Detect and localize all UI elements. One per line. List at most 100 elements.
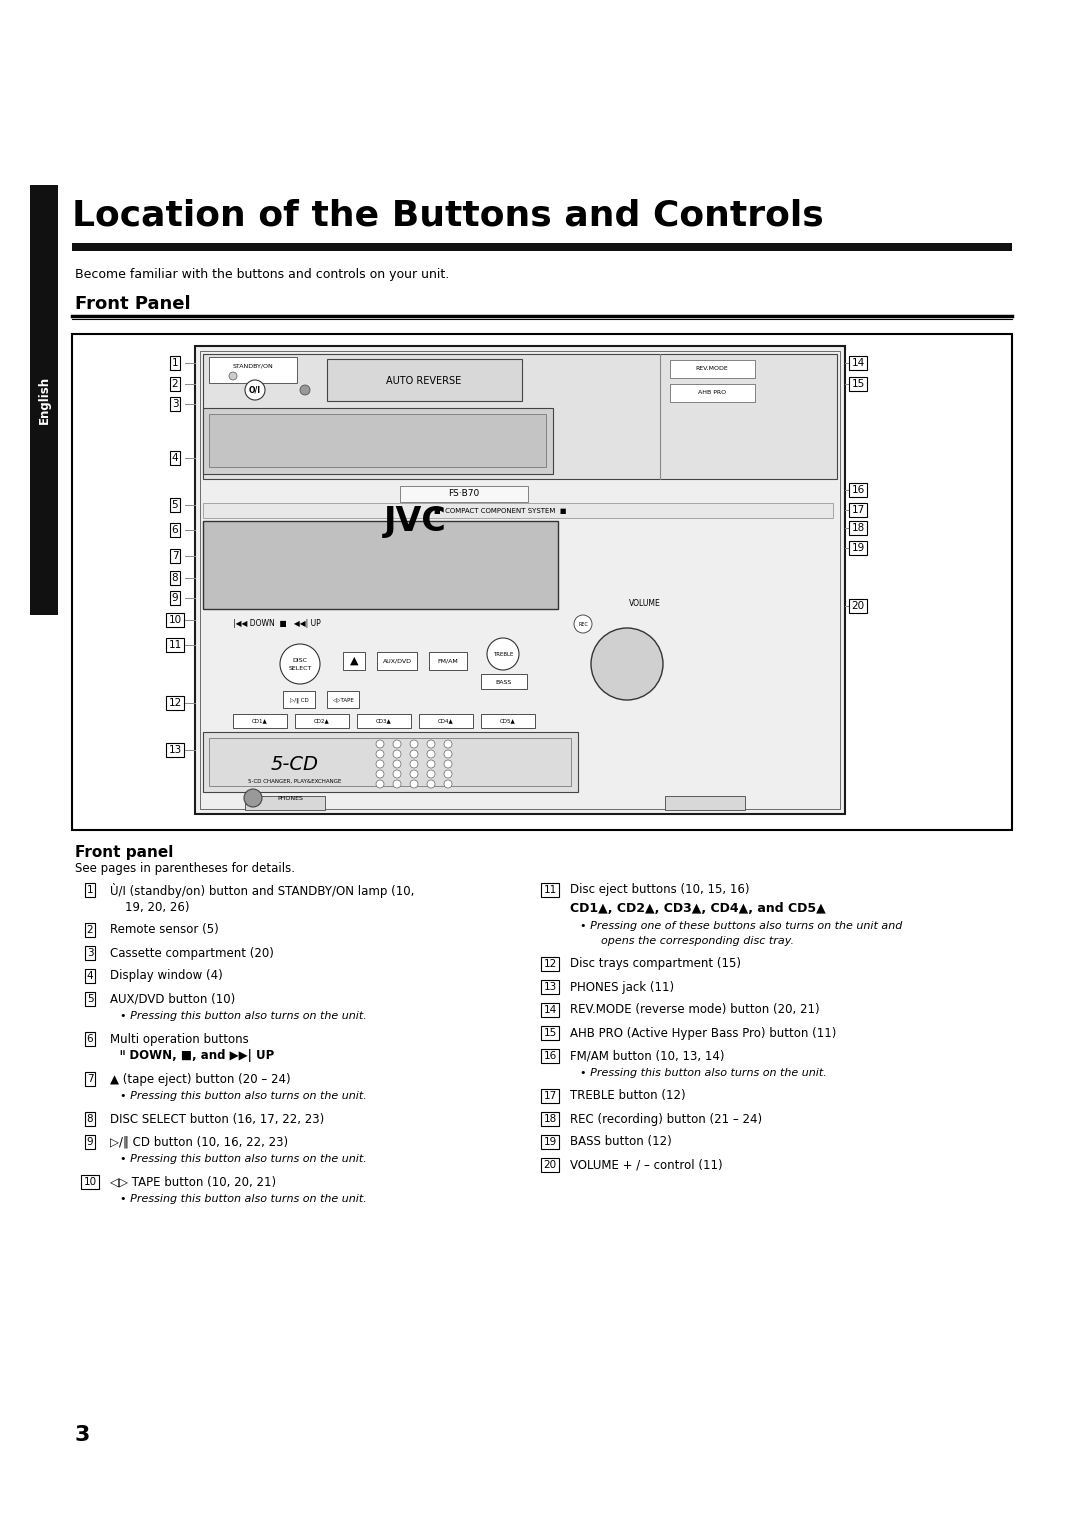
Bar — [203, 504, 833, 517]
Text: Become familiar with the buttons and controls on your unit.: Become familiar with the buttons and con… — [75, 268, 449, 282]
Text: 16: 16 — [543, 1050, 556, 1061]
Bar — [295, 713, 349, 729]
Text: REC (recording) button (21 – 24): REC (recording) button (21 – 24) — [570, 1113, 762, 1125]
Text: REV.MODE (reverse mode) button (20, 21): REV.MODE (reverse mode) button (20, 21) — [570, 1003, 820, 1017]
Bar — [343, 652, 365, 671]
Circle shape — [410, 759, 418, 769]
Bar — [72, 334, 1012, 830]
Circle shape — [410, 779, 418, 788]
Text: 1: 1 — [172, 358, 178, 367]
Text: REV.MODE: REV.MODE — [696, 366, 728, 372]
Circle shape — [444, 779, 453, 788]
Text: • Pressing this button also turns on the unit.: • Pressing this button also turns on the… — [120, 1194, 367, 1203]
Text: 19: 19 — [543, 1138, 556, 1147]
Text: 12: 12 — [168, 698, 181, 707]
Text: 9: 9 — [86, 1138, 93, 1147]
Bar — [210, 413, 546, 467]
Bar — [30, 185, 58, 615]
Bar — [203, 407, 553, 475]
Text: 20: 20 — [851, 602, 865, 611]
Circle shape — [591, 628, 663, 700]
Bar — [670, 384, 755, 403]
Circle shape — [427, 770, 435, 778]
Text: CD4▲: CD4▲ — [438, 718, 454, 724]
Text: 12: 12 — [543, 958, 556, 969]
Bar — [481, 674, 527, 689]
Text: Location of the Buttons and Controls: Location of the Buttons and Controls — [72, 197, 824, 233]
Circle shape — [280, 645, 320, 684]
Circle shape — [444, 770, 453, 778]
Bar — [665, 796, 745, 810]
Text: 5: 5 — [172, 501, 178, 510]
Circle shape — [376, 770, 384, 778]
Text: 18: 18 — [543, 1115, 556, 1124]
Circle shape — [444, 759, 453, 769]
Text: 19: 19 — [851, 544, 865, 553]
Text: 5-CD: 5-CD — [271, 755, 319, 773]
Text: • Pressing this button also turns on the unit.: • Pressing this button also turns on the… — [580, 1069, 827, 1078]
Bar — [203, 354, 837, 479]
Circle shape — [376, 779, 384, 788]
Text: 17: 17 — [543, 1092, 556, 1101]
Text: 3: 3 — [75, 1425, 91, 1445]
Bar — [400, 485, 528, 502]
Circle shape — [573, 615, 592, 632]
Text: 13: 13 — [543, 981, 556, 992]
Text: 10: 10 — [168, 615, 181, 625]
Text: • Pressing this button also turns on the unit.: • Pressing this button also turns on the… — [120, 1092, 367, 1101]
Text: 8: 8 — [86, 1115, 93, 1124]
Text: English: English — [38, 377, 51, 424]
Bar — [481, 713, 535, 729]
Text: Display window (4): Display window (4) — [110, 969, 222, 983]
Circle shape — [410, 770, 418, 778]
Text: FM/AM: FM/AM — [437, 658, 458, 663]
Text: FM/AM button (10, 13, 14): FM/AM button (10, 13, 14) — [570, 1049, 725, 1063]
Bar — [245, 796, 325, 810]
Text: DISC: DISC — [293, 657, 308, 663]
Text: 6: 6 — [172, 525, 178, 534]
Text: AHB PRO: AHB PRO — [698, 390, 726, 395]
Bar — [210, 738, 571, 785]
Circle shape — [410, 739, 418, 749]
Text: ■  COMPACT COMPONENT SYSTEM  ■: ■ COMPACT COMPONENT SYSTEM ■ — [434, 508, 566, 514]
Circle shape — [393, 739, 401, 749]
Circle shape — [393, 779, 401, 788]
Text: VOLUME: VOLUME — [630, 600, 661, 608]
Text: AUX/DVD: AUX/DVD — [382, 658, 411, 663]
Text: CD2▲: CD2▲ — [314, 718, 329, 724]
Circle shape — [444, 739, 453, 749]
Text: CD3▲: CD3▲ — [376, 718, 392, 724]
Bar — [419, 713, 473, 729]
Text: • Pressing this button also turns on the unit.: • Pressing this button also turns on the… — [120, 1154, 367, 1164]
Text: ◁▷ TAPE button (10, 20, 21): ◁▷ TAPE button (10, 20, 21) — [110, 1176, 276, 1188]
Text: JVC: JVC — [383, 505, 446, 537]
Circle shape — [229, 372, 237, 380]
Text: Front Panel: Front Panel — [75, 295, 191, 312]
Bar — [429, 652, 467, 671]
Text: Front panel: Front panel — [75, 845, 174, 860]
Text: Cassette compartment (20): Cassette compartment (20) — [110, 946, 274, 960]
Text: opens the corresponding disc tray.: opens the corresponding disc tray. — [580, 935, 794, 946]
Text: 14: 14 — [543, 1004, 556, 1015]
Text: 6: 6 — [86, 1033, 93, 1044]
Text: BASS button (12): BASS button (12) — [570, 1136, 672, 1148]
Text: 17: 17 — [851, 505, 865, 514]
Text: AUTO REVERSE: AUTO REVERSE — [387, 377, 461, 386]
Text: 1: 1 — [86, 885, 93, 896]
Text: ◁▷TAPE: ◁▷TAPE — [333, 698, 354, 703]
Bar — [200, 351, 840, 808]
Text: VOLUME + / – control (11): VOLUME + / – control (11) — [570, 1159, 723, 1171]
Text: AHB PRO (Active Hyper Bass Pro) button (11): AHB PRO (Active Hyper Bass Pro) button (… — [570, 1026, 836, 1040]
Bar — [72, 243, 1012, 251]
Text: O/I: O/I — [248, 386, 261, 395]
Bar — [283, 690, 315, 707]
Text: CD1▲: CD1▲ — [252, 718, 268, 724]
Text: 4: 4 — [172, 453, 178, 462]
Text: 2: 2 — [172, 380, 178, 389]
Circle shape — [376, 739, 384, 749]
Text: ▲: ▲ — [350, 655, 359, 666]
Text: • Pressing one of these buttons also turns on the unit and: • Pressing one of these buttons also tur… — [580, 922, 903, 931]
Text: SELECT: SELECT — [288, 666, 312, 671]
Bar — [195, 346, 845, 814]
Circle shape — [245, 380, 265, 400]
